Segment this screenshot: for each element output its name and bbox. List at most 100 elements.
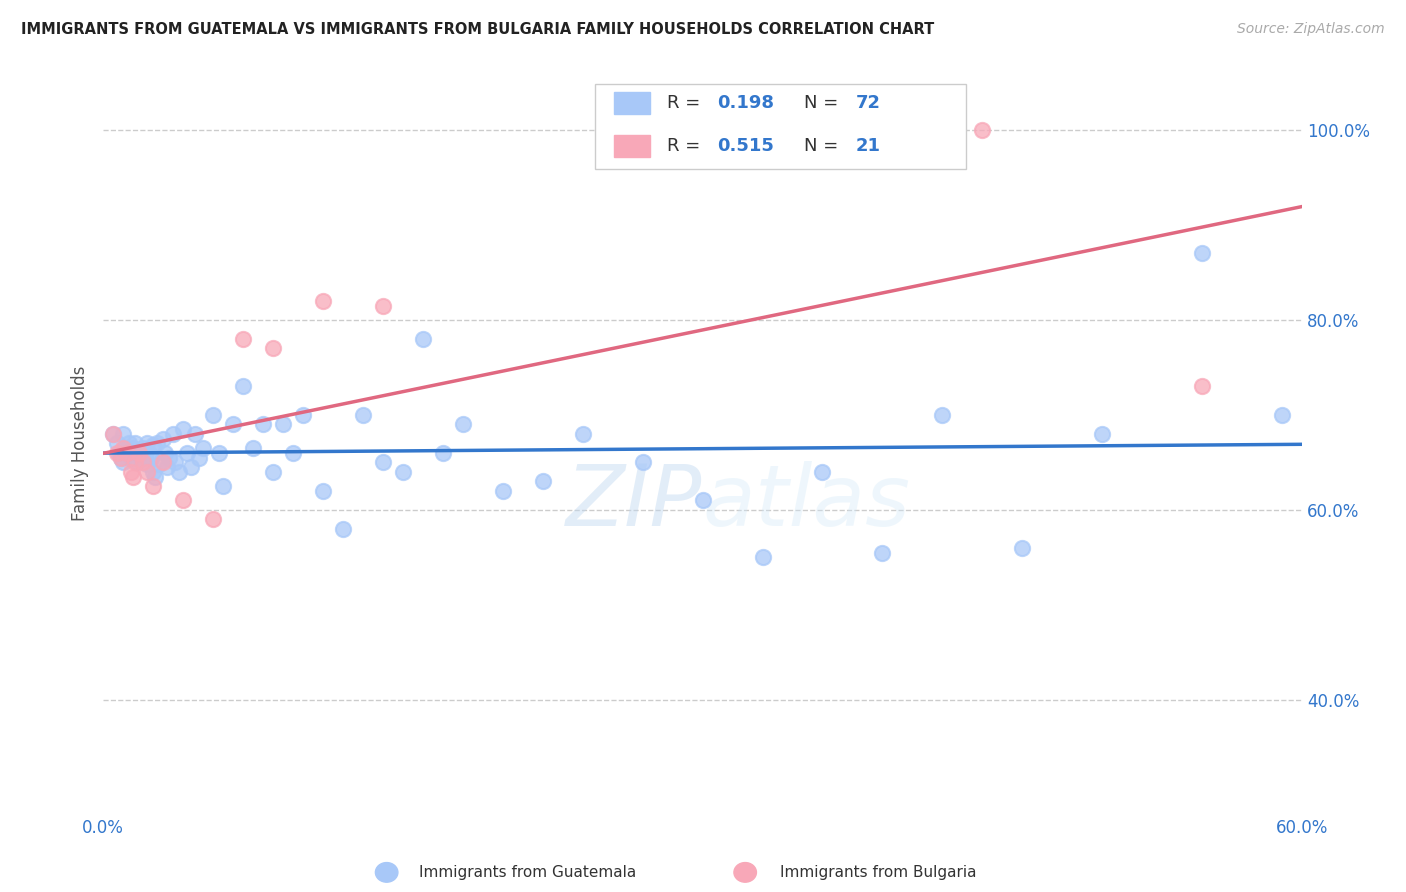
Point <box>180 460 202 475</box>
Point <box>392 465 415 479</box>
Text: Immigrants from Guatemala: Immigrants from Guatemala <box>419 865 636 880</box>
Point <box>139 450 162 465</box>
Point <box>142 438 165 452</box>
Point <box>165 455 187 469</box>
Point <box>136 465 159 479</box>
Point <box>132 455 155 469</box>
Text: 0.198: 0.198 <box>717 95 773 112</box>
Text: atlas: atlas <box>703 461 911 544</box>
Point <box>146 436 169 450</box>
Point <box>172 493 194 508</box>
Point <box>252 417 274 432</box>
Point <box>124 436 146 450</box>
Point <box>222 417 245 432</box>
Point <box>162 427 184 442</box>
Point <box>232 332 254 346</box>
Point <box>105 436 128 450</box>
Point <box>811 465 834 479</box>
Point <box>167 465 190 479</box>
Point <box>262 342 284 356</box>
Point <box>872 546 894 560</box>
Point <box>132 442 155 456</box>
Text: R =: R = <box>666 137 706 155</box>
Point <box>371 299 394 313</box>
Point <box>692 493 714 508</box>
Point <box>143 469 166 483</box>
Point <box>110 450 132 465</box>
Text: N =: N = <box>804 95 845 112</box>
Point <box>332 522 354 536</box>
Point <box>1091 427 1114 442</box>
Point <box>208 446 231 460</box>
Point <box>127 455 149 469</box>
Point <box>281 446 304 460</box>
Point <box>931 408 953 422</box>
Point <box>128 446 150 460</box>
Point <box>751 550 773 565</box>
Text: ZIP: ZIP <box>567 461 703 544</box>
Point <box>122 446 145 460</box>
Point <box>114 442 136 456</box>
Point <box>492 483 515 498</box>
Point <box>153 446 176 460</box>
Text: Source: ZipAtlas.com: Source: ZipAtlas.com <box>1237 22 1385 37</box>
Point <box>631 455 654 469</box>
Point <box>451 417 474 432</box>
Text: 0.515: 0.515 <box>717 137 773 155</box>
Point <box>134 448 156 462</box>
Point <box>118 436 141 450</box>
Point <box>101 427 124 442</box>
Point <box>157 450 180 465</box>
Point <box>188 450 211 465</box>
Point <box>101 427 124 442</box>
Point <box>128 446 150 460</box>
Point <box>152 432 174 446</box>
Point <box>202 512 225 526</box>
Point <box>115 446 138 460</box>
Point <box>371 455 394 469</box>
Y-axis label: Family Households: Family Households <box>72 366 89 521</box>
Point <box>242 442 264 456</box>
Point <box>352 408 374 422</box>
Point <box>115 446 138 460</box>
Point <box>122 469 145 483</box>
Point <box>142 465 165 479</box>
Point <box>262 465 284 479</box>
Point <box>108 446 131 460</box>
Point <box>112 455 135 469</box>
Point <box>312 483 335 498</box>
Text: IMMIGRANTS FROM GUATEMALA VS IMMIGRANTS FROM BULGARIA FAMILY HOUSEHOLDS CORRELAT: IMMIGRANTS FROM GUATEMALA VS IMMIGRANTS … <box>21 22 935 37</box>
Point <box>1271 408 1294 422</box>
Point <box>152 455 174 469</box>
Text: R =: R = <box>666 95 706 112</box>
FancyBboxPatch shape <box>614 92 650 114</box>
Point <box>271 417 294 432</box>
FancyBboxPatch shape <box>614 136 650 158</box>
Point <box>184 427 207 442</box>
Point <box>312 293 335 308</box>
Point <box>972 123 994 137</box>
Text: 21: 21 <box>856 137 882 155</box>
Point <box>148 458 170 472</box>
Point <box>191 442 214 456</box>
Point <box>176 446 198 460</box>
Point <box>202 408 225 422</box>
Text: N =: N = <box>804 137 845 155</box>
Text: 72: 72 <box>856 95 882 112</box>
Point <box>136 436 159 450</box>
Point <box>1191 379 1213 393</box>
Point <box>120 450 142 465</box>
Point <box>138 446 160 460</box>
FancyBboxPatch shape <box>595 84 966 169</box>
Point <box>112 427 135 442</box>
Point <box>432 446 454 460</box>
Point <box>531 475 554 489</box>
Point <box>124 455 146 469</box>
Text: Immigrants from Bulgaria: Immigrants from Bulgaria <box>780 865 977 880</box>
Point <box>112 442 135 456</box>
Point <box>571 427 593 442</box>
Point <box>232 379 254 393</box>
Point <box>142 479 165 493</box>
Point <box>122 442 145 456</box>
Point <box>120 465 142 479</box>
